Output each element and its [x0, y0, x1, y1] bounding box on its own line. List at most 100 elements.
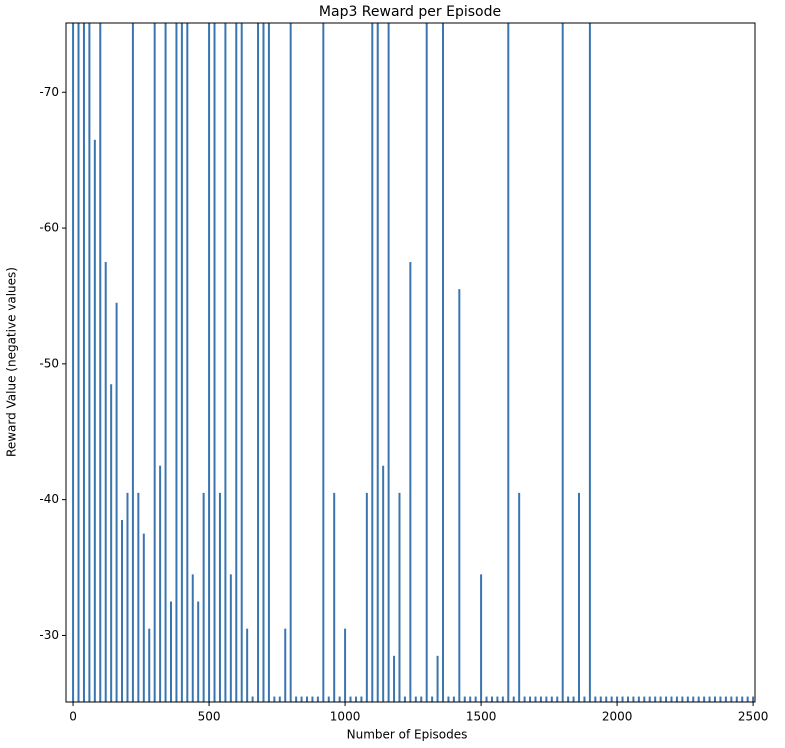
bar: [605, 696, 608, 702]
x-tick-label: 500: [198, 710, 221, 724]
bar: [420, 696, 423, 702]
bar: [137, 492, 140, 702]
bar: [235, 23, 238, 702]
bar: [648, 696, 651, 702]
bar: [469, 696, 472, 702]
bar: [681, 696, 684, 702]
bar: [229, 574, 232, 702]
y-axis-label: Reward Value (negative values): [5, 267, 19, 457]
bar: [191, 574, 194, 702]
bar: [246, 628, 249, 702]
bar: [316, 696, 319, 702]
bar: [507, 23, 510, 702]
chart-title: Map3 Reward per Episode: [319, 4, 501, 20]
bar: [257, 23, 260, 702]
bar: [539, 696, 542, 702]
bar: [278, 696, 281, 702]
bar: [692, 696, 695, 702]
bar: [327, 696, 330, 702]
bar: [169, 601, 172, 702]
bar: [518, 492, 521, 702]
bar: [131, 23, 134, 702]
bar: [224, 23, 227, 702]
bar: [567, 696, 570, 702]
bar: [77, 23, 80, 702]
bar: [349, 696, 352, 702]
bar: [82, 23, 85, 702]
bar: [213, 23, 216, 702]
bar: [496, 696, 499, 702]
bars: [72, 23, 755, 702]
bar: [670, 696, 673, 702]
bar: [485, 696, 488, 702]
x-tick-label: 1000: [330, 710, 361, 724]
bar: [632, 696, 635, 702]
bar: [414, 696, 417, 702]
bar: [398, 492, 401, 702]
bar: [572, 696, 575, 702]
bar: [556, 696, 559, 702]
x-axis-label: Number of Episodes: [347, 728, 468, 742]
bar: [719, 696, 722, 702]
bar: [338, 696, 341, 702]
bar: [708, 696, 711, 702]
bar: [159, 465, 162, 702]
bar: [110, 384, 113, 702]
bar: [376, 23, 379, 702]
bar: [197, 601, 200, 702]
bar: [295, 696, 298, 702]
bar: [599, 696, 602, 702]
bar: [88, 23, 91, 702]
bar: [360, 696, 363, 702]
bar: [583, 696, 586, 702]
bar: [126, 492, 129, 702]
bar: [529, 696, 532, 702]
bar: [393, 655, 396, 702]
y-tick-label: -40: [39, 492, 59, 506]
bar: [121, 520, 124, 702]
bar: [534, 696, 537, 702]
bar: [588, 23, 591, 702]
bar: [735, 696, 738, 702]
bar: [616, 696, 619, 702]
bar: [724, 696, 727, 702]
bar: [561, 23, 564, 702]
bar: [594, 696, 597, 702]
bar: [93, 139, 96, 702]
bar: [621, 696, 624, 702]
bar: [714, 696, 717, 702]
x-tick-label: 1500: [466, 710, 497, 724]
bar: [626, 696, 629, 702]
bar: [284, 628, 287, 702]
y-tick-label: -50: [39, 356, 59, 370]
bar: [442, 23, 445, 702]
bar: [523, 696, 526, 702]
bar: [142, 533, 145, 702]
bar: [99, 23, 102, 702]
bar: [512, 696, 515, 702]
bar: [578, 492, 581, 702]
bar: [501, 696, 504, 702]
bar: [208, 23, 211, 702]
bar: [240, 23, 243, 702]
x-tick-label: 2500: [738, 710, 769, 724]
bar: [474, 696, 477, 702]
bar: [164, 23, 167, 702]
bar: [262, 23, 265, 702]
bar: [447, 696, 450, 702]
bar: [322, 23, 325, 702]
bar: [175, 23, 178, 702]
bar: [480, 574, 483, 702]
bar: [104, 262, 107, 702]
bar: [186, 23, 189, 702]
bar: [202, 492, 205, 702]
y-tick-label: -30: [39, 628, 59, 642]
bar: [703, 696, 706, 702]
bar: [752, 696, 755, 702]
bar: [545, 696, 548, 702]
bar: [267, 23, 270, 702]
bar: [637, 696, 640, 702]
bar: [300, 696, 303, 702]
bar: [675, 696, 678, 702]
bar: [463, 696, 466, 702]
